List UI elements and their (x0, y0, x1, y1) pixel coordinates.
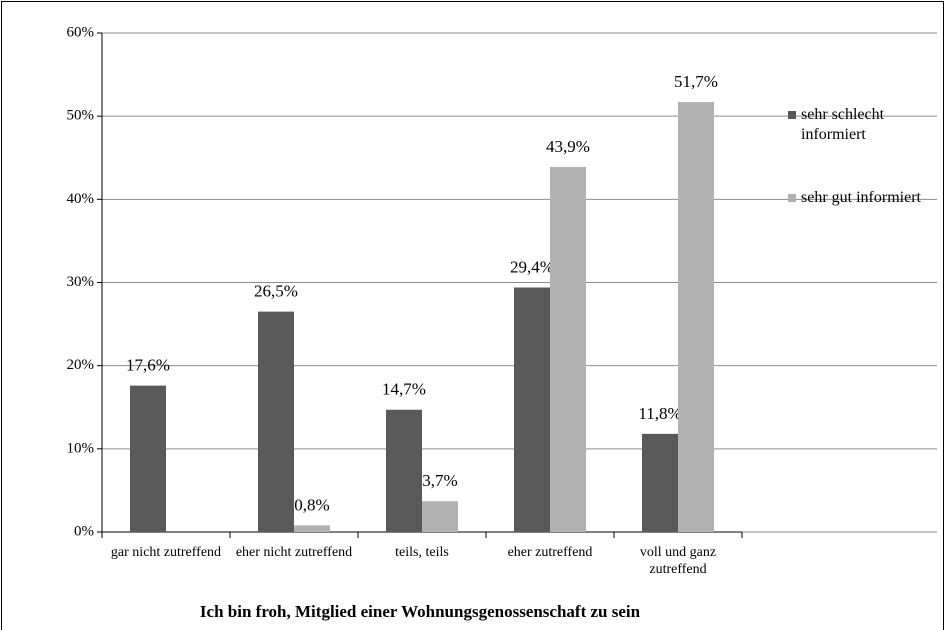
y-tick-label: 0% (74, 523, 94, 539)
y-tick-label: 30% (67, 274, 95, 290)
y-tick-label: 40% (67, 191, 95, 207)
data-label: 3,7% (422, 471, 457, 490)
data-label: 26,5% (254, 282, 298, 301)
bar (258, 311, 294, 532)
x-tick-label: eher zutreffend (507, 545, 593, 560)
data-label: 17,6% (126, 356, 170, 375)
bar (550, 166, 586, 533)
data-label: 11,8% (638, 404, 681, 423)
legend-swatch (788, 194, 796, 202)
data-label: 43,9% (546, 137, 590, 156)
x-tick-label: voll und ganz zutreffend (639, 545, 717, 577)
x-tick-label: gar nicht zutreffend (110, 545, 222, 560)
y-tick-label: 60% (67, 24, 95, 40)
x-axis-title: Ich bin froh, Mitglied einer Wohnungsgen… (199, 602, 641, 621)
legend-swatch (788, 111, 796, 119)
y-tick-label: 50% (67, 108, 95, 124)
bar (294, 525, 330, 532)
bar (130, 385, 166, 532)
bar (514, 287, 550, 532)
y-tick-label: 20% (67, 357, 95, 373)
legend-label: sehr gut informiert (801, 189, 921, 206)
bar (642, 433, 678, 532)
data-label: 0,8% (294, 495, 329, 514)
bar (678, 102, 714, 533)
data-label: 14,7% (382, 380, 426, 399)
x-tick-label: teils, teils (395, 545, 449, 560)
bar (422, 501, 458, 532)
x-tick-label: eher nicht zutreffend (235, 545, 353, 560)
legend-label: sehr schlecht informiert (801, 106, 885, 143)
bar (386, 409, 422, 532)
data-label: 29,4% (510, 257, 554, 276)
data-label: 51,7% (674, 72, 718, 91)
y-tick-label: 10% (67, 440, 95, 456)
